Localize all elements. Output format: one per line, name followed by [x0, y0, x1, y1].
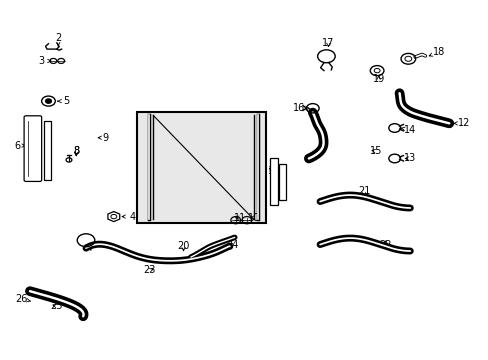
Text: 11: 11: [233, 213, 245, 222]
Text: 25: 25: [50, 301, 63, 311]
Text: 7: 7: [270, 158, 276, 168]
Text: 24: 24: [225, 240, 238, 250]
Text: 23: 23: [143, 265, 155, 275]
Text: 1: 1: [268, 166, 274, 176]
Text: 4: 4: [122, 212, 135, 221]
Text: 3: 3: [38, 56, 51, 66]
Bar: [137, 112, 266, 223]
Text: 20: 20: [177, 241, 189, 251]
Text: 9: 9: [98, 133, 108, 143]
Text: 8: 8: [73, 146, 79, 156]
Circle shape: [45, 99, 51, 103]
Text: 15: 15: [369, 146, 382, 156]
Bar: [278, 164, 286, 200]
Text: 19: 19: [372, 74, 384, 84]
Text: 26: 26: [15, 294, 30, 304]
Text: 21: 21: [357, 186, 369, 197]
Text: 13: 13: [404, 153, 416, 163]
Bar: [137, 112, 266, 223]
Text: 5: 5: [58, 96, 69, 106]
Text: 2: 2: [55, 33, 61, 46]
Bar: [270, 158, 278, 205]
Text: 14: 14: [400, 125, 416, 135]
Text: 12: 12: [453, 118, 469, 128]
Bar: [43, 121, 51, 180]
FancyBboxPatch shape: [24, 116, 41, 181]
Text: 18: 18: [428, 46, 445, 57]
Text: 8: 8: [73, 146, 79, 156]
Text: 10: 10: [247, 213, 260, 222]
Text: 22: 22: [379, 240, 391, 250]
Text: 6: 6: [15, 140, 25, 150]
Text: 17: 17: [322, 38, 334, 48]
Text: 16: 16: [292, 103, 309, 113]
